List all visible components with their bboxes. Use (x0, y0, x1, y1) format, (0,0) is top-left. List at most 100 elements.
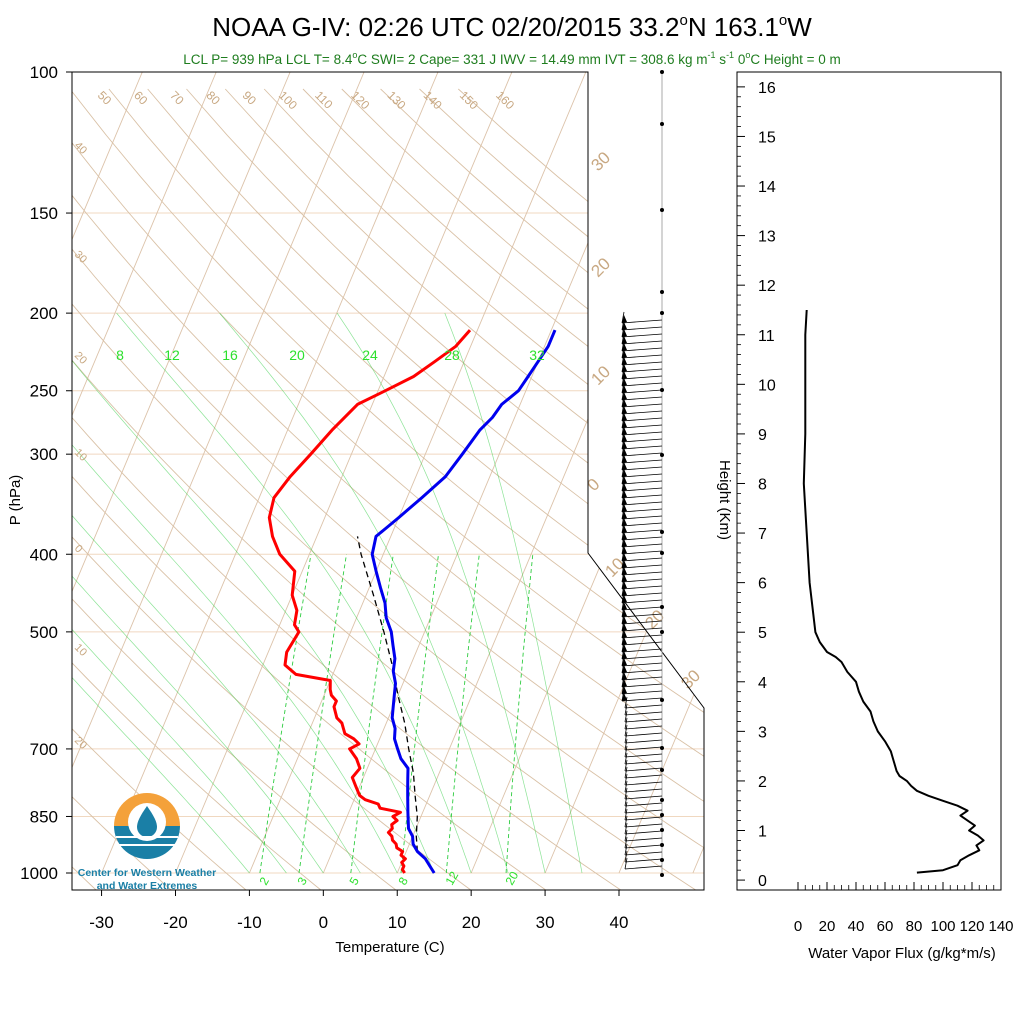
mixing-ratio-bottom-label: 2 (256, 874, 272, 887)
height-tick-label: 9 (758, 427, 767, 444)
dry-adiabat-line (72, 88, 704, 890)
wind-barb-feather (621, 479, 625, 492)
dry-adiabat-line (72, 88, 247, 890)
wind-barb-staff (621, 585, 663, 590)
flux-tick-label: 80 (906, 918, 923, 935)
wind-barb-staff (621, 459, 663, 464)
wind-barb-feather (621, 332, 625, 345)
moist-adiabat-line (72, 312, 435, 874)
wind-barb-feather (624, 836, 628, 849)
height-tick-label: 13 (758, 229, 776, 246)
logo-line2: and Water Extremes (97, 880, 198, 892)
wind-barb-feather (621, 647, 625, 660)
dry-adiabat-line (186, 88, 704, 890)
sounding-marker-dot (660, 290, 664, 294)
left-edge-label: 10 (72, 642, 89, 659)
wind-barb-staff (621, 438, 663, 443)
y-tick-label: 200 (30, 304, 58, 323)
isotherm-line (692, 72, 704, 874)
wind-barb-staff (624, 809, 663, 814)
wind-barb-feather (624, 724, 628, 737)
wind-barb-staff (621, 508, 663, 513)
mixing-ratio-top-label: 12 (164, 347, 180, 363)
wind-barb-staff (621, 571, 663, 576)
wind-barb-staff (621, 340, 663, 345)
x-axis-label: Temperature (C) (335, 939, 444, 956)
wind-barb-staff (624, 858, 663, 863)
wind-barb-feather (621, 598, 625, 611)
wind-barb-feather (621, 668, 625, 681)
wind-barb-feather (624, 815, 628, 828)
moist-adiabat-line (72, 312, 287, 874)
wind-barb-staff (621, 501, 663, 506)
wind-barb-staff (621, 403, 663, 408)
height-tick-label: 3 (758, 724, 767, 741)
isotherm-label: 150 (457, 88, 481, 112)
wind-barb-staff (624, 718, 663, 723)
wind-barb-feather (621, 409, 625, 422)
wind-barb-feather (621, 353, 625, 366)
wind-barb-staff (624, 823, 663, 828)
dry-adiabat-line (224, 88, 704, 890)
sounding-marker-dot (660, 311, 664, 315)
wind-barb-feather (621, 381, 625, 394)
wind-barb-staff (621, 333, 663, 338)
mixing-ratio-bottom-label: 5 (346, 874, 362, 887)
temperature-line (267, 329, 472, 874)
wind-barb-feather (621, 640, 625, 653)
cw3e-logo: Center for Western Weather and Water Ext… (78, 793, 216, 892)
height-tick-label: 4 (758, 675, 767, 692)
skew-t-background (72, 72, 1024, 890)
wind-barb-staff (621, 361, 663, 366)
wind-barb-staff (621, 599, 663, 604)
wind-barb-staff (624, 725, 663, 730)
x-tick-label: 30 (536, 913, 555, 932)
moist-adiabat-line (336, 312, 546, 874)
wind-barb-staff (621, 347, 663, 352)
wind-barb-feather (624, 752, 628, 765)
flux-tick-label: 20 (819, 918, 836, 935)
wind-barb-staff (621, 662, 663, 667)
wind-barb-staff (624, 711, 663, 716)
wind-barb-staff (621, 634, 663, 639)
dry-adiabat-line (72, 88, 322, 890)
flux-tick-label: 60 (877, 918, 894, 935)
wind-barb-feather (621, 430, 625, 443)
moist-adiabat-line (72, 312, 324, 874)
dry-adiabat-line (147, 88, 704, 890)
isotherm-line (767, 72, 1024, 873)
mixing-ratio-top-label: 8 (116, 347, 124, 363)
page-title: NOAA G-IV: 02:26 UTC 02/20/2015 33.2oN 1… (212, 12, 812, 42)
wind-barb-feather (624, 822, 628, 835)
flux-tick-label: 0 (794, 918, 802, 935)
isotherm-label: 70 (167, 88, 187, 108)
skew-t-frame (71, 71, 705, 891)
wind-barb-feather (624, 717, 628, 730)
height-tick-label: 8 (758, 476, 767, 493)
sounding-marker-dot (660, 208, 664, 212)
isotherm-label: 120 (348, 88, 372, 112)
dry-adiabat-line (72, 88, 704, 890)
isotherm-line (175, 72, 513, 874)
wind-barb-feather (624, 801, 628, 814)
isotherm-line (101, 72, 439, 874)
adiabat-label: 0 (583, 475, 603, 495)
logo-line1: Center for Western Weather (78, 867, 216, 879)
sounding-marker-dot (660, 768, 664, 772)
dry-adiabat-line (72, 88, 696, 890)
isotherm-label: 90 (240, 88, 260, 108)
wind-barb-feather (621, 325, 625, 338)
mixing-ratio-line (259, 554, 312, 874)
moist-adiabat-line (72, 312, 250, 874)
wind-barb-feather (621, 500, 625, 513)
skew-t-profiles (267, 329, 557, 874)
dry-adiabat-line (72, 88, 704, 890)
wind-barb-staff (621, 417, 663, 422)
wind-barb-staff (621, 641, 663, 646)
wind-barb-staff (621, 613, 663, 618)
wind-barb-feather (621, 437, 625, 450)
wind-barb-staff (624, 816, 663, 821)
wind-barb-staff (621, 522, 663, 527)
wind-barb-feather (621, 423, 625, 436)
wind-barb-staff (624, 704, 663, 709)
